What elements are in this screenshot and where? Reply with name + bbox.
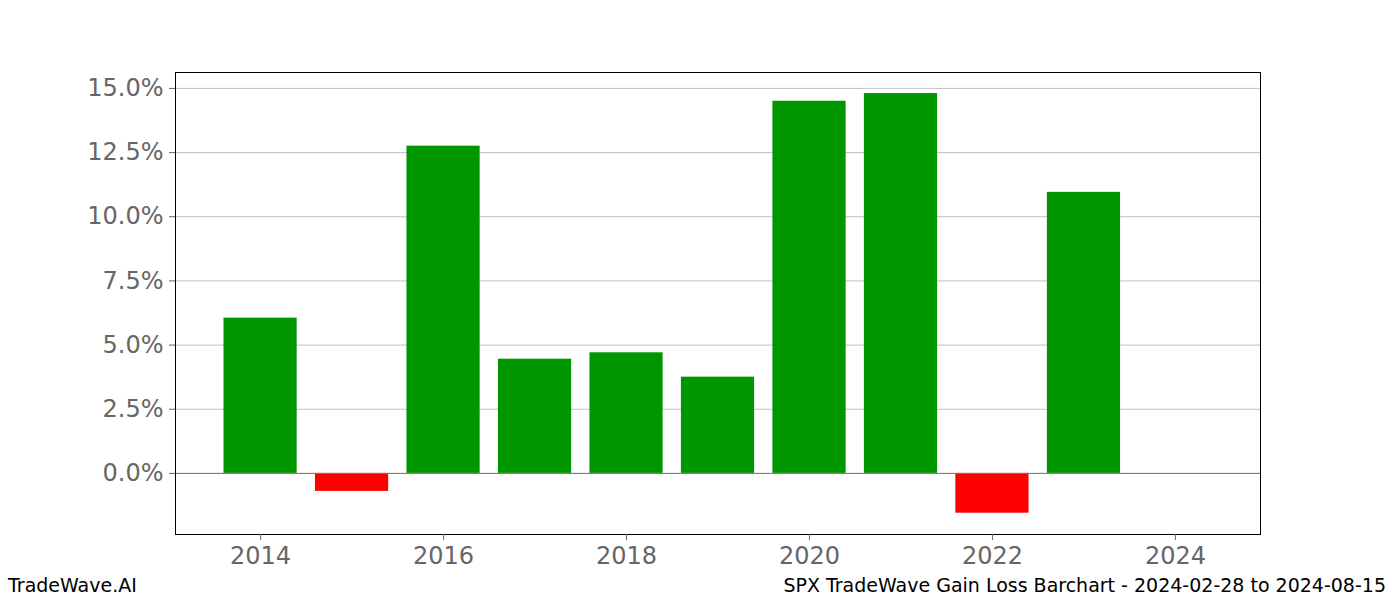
svg-text:2022: 2022 <box>962 542 1023 570</box>
svg-text:7.5%: 7.5% <box>103 267 164 295</box>
svg-text:5.0%: 5.0% <box>103 331 164 359</box>
svg-text:2.5%: 2.5% <box>103 395 164 423</box>
svg-text:15.0%: 15.0% <box>87 74 163 102</box>
svg-text:10.0%: 10.0% <box>87 202 163 230</box>
svg-text:0.0%: 0.0% <box>103 459 164 487</box>
svg-text:2020: 2020 <box>779 542 840 570</box>
svg-text:2018: 2018 <box>596 542 657 570</box>
svg-text:2024: 2024 <box>1145 542 1206 570</box>
svg-text:2014: 2014 <box>230 542 291 570</box>
html-text:SPX TradeWave Gain Loss Barcha: SPX TradeWave Gain Loss Barchart - 2024-… <box>783 574 1386 596</box>
svg-text:12.5%: 12.5% <box>87 138 163 166</box>
svg-text:2016: 2016 <box>413 542 474 570</box>
html-text:TradeWave.AI: TradeWave.AI <box>8 574 137 596</box>
